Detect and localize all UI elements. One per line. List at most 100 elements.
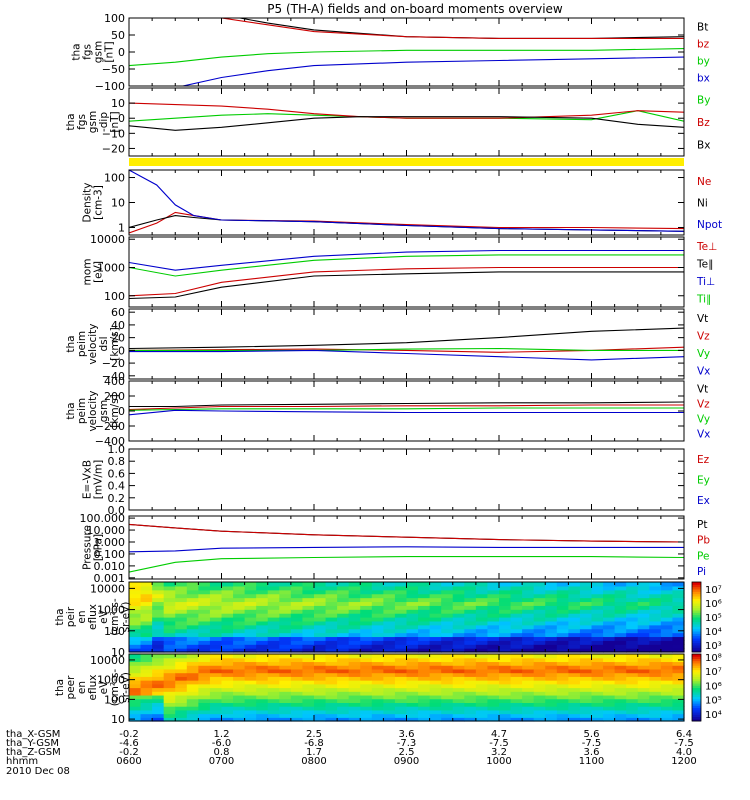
spectrogram-cell xyxy=(256,620,269,626)
spectrogram-cell xyxy=(175,589,188,595)
spectrogram-cell xyxy=(175,582,188,587)
spectrogram-cell xyxy=(545,613,558,618)
spectrogram-cell xyxy=(290,665,304,670)
spectrogram-cell xyxy=(545,648,558,653)
spectrogram-cell xyxy=(163,609,176,614)
colorbar-segment xyxy=(692,626,701,630)
spectrogram-cell xyxy=(394,691,408,696)
spectrogram-cell xyxy=(464,585,477,591)
spectrogram-cell xyxy=(267,702,280,707)
spectrogram-cell xyxy=(394,713,408,718)
spectrogram-cell xyxy=(603,668,616,674)
spectrogram-cell xyxy=(579,593,593,599)
spectrogram-cell xyxy=(186,665,199,670)
spectrogram-cell xyxy=(314,683,327,689)
spectrogram-cell xyxy=(360,609,373,614)
spectrogram-cell xyxy=(337,597,350,603)
spectrogram-cell xyxy=(533,680,546,685)
spectrogram-cell xyxy=(163,713,176,718)
spectrogram-cell xyxy=(429,624,442,630)
spectrogram-cell xyxy=(406,636,419,641)
spectrogram-cell xyxy=(626,687,639,692)
x-axis-value-hhmm: 0800 xyxy=(301,756,326,767)
spectrogram-cell xyxy=(452,605,465,610)
spectrogram-cell xyxy=(383,661,396,666)
spectrogram-cell xyxy=(672,601,685,606)
spectrogram-cell xyxy=(464,713,477,718)
spectrogram-cell xyxy=(522,605,535,610)
spectrogram-cell xyxy=(556,717,569,722)
spectrogram-cell xyxy=(209,683,223,689)
spectrogram-cell xyxy=(660,593,674,599)
spectrogram-cell xyxy=(452,672,465,677)
spectrogram-cell xyxy=(221,713,234,718)
spectrogram-cell xyxy=(267,609,280,614)
spectrogram-cell xyxy=(267,597,280,603)
spectrogram-cell xyxy=(140,680,153,685)
spectrogram-cell xyxy=(568,717,581,722)
spectrogram-cell xyxy=(256,654,269,659)
spectrogram-cell xyxy=(175,709,188,715)
spectrogram-cell xyxy=(325,593,338,599)
spectrogram-cell xyxy=(175,668,188,674)
spectrogram-cell xyxy=(140,713,153,718)
spectrogram-cell xyxy=(140,582,153,587)
spectrogram-cell xyxy=(672,609,685,614)
spectrogram-cell xyxy=(556,672,569,677)
spectrogram-cell xyxy=(129,676,142,681)
x-axis-value-X: 6.4 xyxy=(676,729,692,740)
y-tick-label: 0 xyxy=(118,344,125,357)
spectrogram-cell xyxy=(556,706,569,711)
x-axis-row-label: tha_Y-GSM xyxy=(6,738,59,749)
spectrogram-cell xyxy=(198,654,211,659)
spectrogram-cell xyxy=(672,706,685,711)
legend-entry: Bt xyxy=(697,22,708,34)
spectrogram-cell xyxy=(545,640,558,645)
spectrogram-cell xyxy=(487,680,500,685)
spectrogram-cell xyxy=(464,683,477,689)
spectrogram-cell xyxy=(348,593,361,599)
spectrogram-cell xyxy=(568,597,581,603)
spectrogram-cell xyxy=(614,713,627,718)
spectrogram-cell xyxy=(579,648,593,653)
spectrogram-cell xyxy=(360,676,373,681)
spectrogram-cell xyxy=(302,582,315,587)
spectrogram-cell xyxy=(533,601,546,606)
spectrogram-cell xyxy=(209,628,223,634)
spectrogram-cell xyxy=(649,617,662,622)
spectrogram-cell xyxy=(603,617,616,622)
spectrogram-cell xyxy=(475,601,489,606)
spectrogram-cell xyxy=(140,676,153,681)
colorbar-segment xyxy=(692,660,701,664)
spectrogram-cell xyxy=(383,706,396,711)
spectrogram-cell xyxy=(233,676,246,681)
series-line-bz xyxy=(218,18,684,39)
spectrogram-cell xyxy=(175,694,188,700)
spectrogram-cell xyxy=(256,694,269,700)
spectrogram-cell xyxy=(290,706,304,711)
spectrogram-cell xyxy=(603,609,616,614)
spectrogram-cell xyxy=(140,636,153,641)
spectrogram-cell xyxy=(394,593,408,599)
spectrogram-cell xyxy=(441,582,454,587)
spectrogram-cell xyxy=(325,620,338,626)
spectrogram-cell xyxy=(406,680,419,685)
y-axis-label: [nT] xyxy=(109,111,121,132)
spectrogram-cell xyxy=(371,713,384,718)
spectrogram-cell xyxy=(394,709,408,715)
y-tick-label: 10000 xyxy=(90,233,125,246)
spectrogram-cell xyxy=(475,644,489,649)
spectrogram-cell xyxy=(302,589,315,595)
spectrogram-cell xyxy=(233,644,246,649)
spectrogram-cell xyxy=(626,706,639,711)
spectrogram-cell xyxy=(163,665,176,670)
spectrogram-cell xyxy=(371,665,384,670)
spectrogram-cell xyxy=(487,683,500,689)
spectrogram-cell xyxy=(418,648,431,653)
spectrogram-cell xyxy=(290,654,304,659)
spectrogram-cell xyxy=(591,589,604,595)
spectrogram-cell xyxy=(452,661,465,666)
series-line-Pt xyxy=(129,523,684,543)
y-tick-label: 20 xyxy=(111,332,125,345)
spectrogram-cell xyxy=(533,665,546,670)
